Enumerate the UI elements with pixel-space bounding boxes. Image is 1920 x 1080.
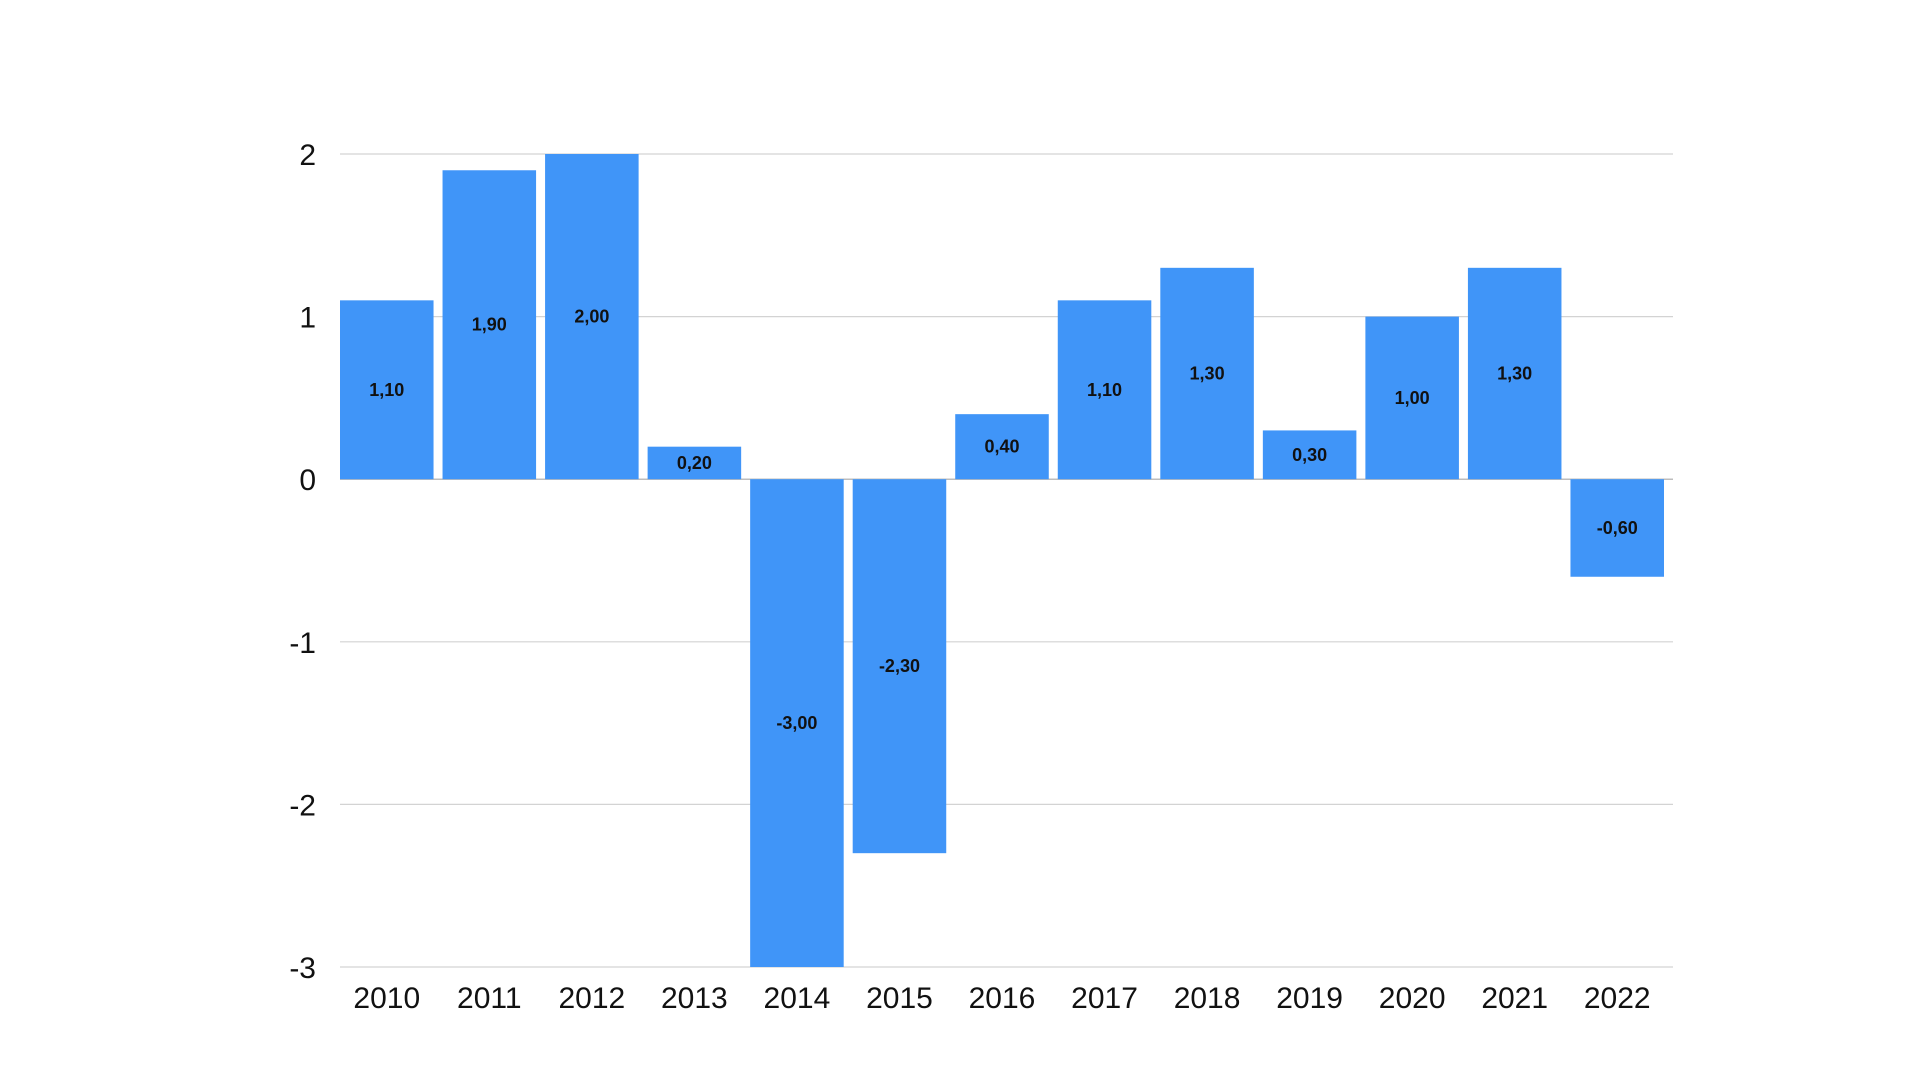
x-tick-label: 2011 xyxy=(457,982,522,1015)
data-label: -3,00 xyxy=(776,713,817,733)
y-axis-ticks: 2 1 0 -1 -2 -3 xyxy=(289,139,316,985)
data-label: 1,30 xyxy=(1190,364,1225,384)
bar-2021 xyxy=(1467,267,1562,480)
bar-2015 xyxy=(852,479,947,854)
x-axis-ticks: 2010 2011 2012 2013 2014 2015 2016 2017 2018 2019… xyxy=(353,982,1650,1015)
data-label: 1,00 xyxy=(1395,388,1430,408)
bar-2013 xyxy=(647,446,742,480)
bar-2010 xyxy=(340,300,434,480)
y-tick-label: 2 xyxy=(299,139,316,172)
x-tick-label: 2012 xyxy=(558,982,625,1015)
x-tick-label: 2015 xyxy=(866,982,933,1015)
y-tick-label: 0 xyxy=(299,464,316,497)
bar-2022 xyxy=(1570,479,1664,577)
x-tick-label: 2022 xyxy=(1584,982,1651,1015)
x-tick-label: 2014 xyxy=(764,982,831,1015)
data-labels: 1,10 1,90 2,00 0,20 -3,00 -2,30 0,40 1,10 1,30 0,… xyxy=(369,307,1638,733)
y-tick-label: -2 xyxy=(289,789,316,822)
bar-2020 xyxy=(1365,316,1459,480)
x-tick-label: 2016 xyxy=(969,982,1036,1015)
x-tick-label: 2013 xyxy=(661,982,728,1015)
data-label: 1,10 xyxy=(1087,380,1122,400)
data-label: 0,20 xyxy=(677,453,712,473)
data-label: 1,10 xyxy=(369,380,404,400)
y-tick-label: -3 xyxy=(289,952,316,985)
x-tick-label: 2017 xyxy=(1071,982,1138,1015)
x-tick-label: 2020 xyxy=(1379,982,1446,1015)
data-label: 1,30 xyxy=(1497,364,1532,384)
x-tick-label: 2019 xyxy=(1276,982,1343,1015)
bar-2016 xyxy=(955,414,1049,480)
y-tick-label: -1 xyxy=(289,627,316,660)
data-label: 1,90 xyxy=(472,315,507,335)
data-label: 2,00 xyxy=(574,307,609,327)
y-tick-label: 1 xyxy=(299,302,316,335)
x-tick-label: 2021 xyxy=(1481,982,1548,1015)
data-label: -2,30 xyxy=(879,656,920,676)
x-tick-label: 2018 xyxy=(1174,982,1241,1015)
bar-2019 xyxy=(1262,430,1357,480)
bars xyxy=(340,154,1664,967)
data-label: 0,40 xyxy=(984,437,1019,457)
bar-2017 xyxy=(1057,300,1152,480)
x-tick-label: 2010 xyxy=(353,982,420,1015)
bar-2014 xyxy=(750,479,844,967)
bar-2011 xyxy=(442,170,537,480)
data-label: -0,60 xyxy=(1597,518,1638,538)
bar-2012 xyxy=(545,154,639,480)
bar-2018 xyxy=(1160,267,1254,480)
data-label: 0,30 xyxy=(1292,445,1327,465)
